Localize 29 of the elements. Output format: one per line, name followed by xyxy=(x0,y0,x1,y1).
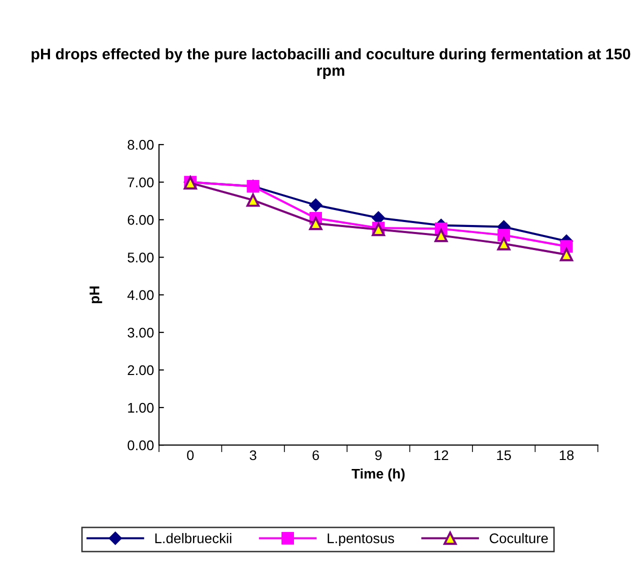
legend-label: L.pentosus xyxy=(328,534,394,546)
y-tick-label: 7.00 xyxy=(128,177,154,188)
y-tick-label: 2.00 xyxy=(128,365,154,376)
chart-title: pH drops effected by the pure lactobacilli and coculture during fermentation at 150 rpm xyxy=(32,48,630,79)
x-tick-label: 9 xyxy=(375,450,382,460)
y-tick-label: 1.00 xyxy=(128,402,154,413)
point xyxy=(497,237,510,250)
legend-label: Coculture xyxy=(490,533,548,544)
y-tick-label: 0.00 xyxy=(128,440,154,450)
point xyxy=(498,228,510,242)
y-tick-label: 3.00 xyxy=(128,328,154,338)
y-tick-label: 8.00 xyxy=(128,140,154,150)
x-axis-title: Time (h) xyxy=(352,468,405,482)
point xyxy=(309,198,322,212)
x-tick-label: 18 xyxy=(560,450,574,460)
y-axis-title: pH xyxy=(90,286,102,304)
x-tick-label: 0 xyxy=(187,450,194,460)
legend-label: L.delbrueckii xyxy=(155,533,232,544)
x-tick-label: 3 xyxy=(250,450,256,460)
x-tick-label: 6 xyxy=(312,450,319,460)
y-tick-label: 5.00 xyxy=(128,252,154,262)
point xyxy=(560,248,574,262)
x-tick-label: 12 xyxy=(434,450,448,460)
y-tick-label: 4.00 xyxy=(127,290,154,300)
y-tick-label: 6.00 xyxy=(128,215,154,225)
point xyxy=(434,228,448,242)
x-tick-label: 15 xyxy=(497,450,511,460)
point xyxy=(309,216,322,230)
point xyxy=(246,194,260,207)
